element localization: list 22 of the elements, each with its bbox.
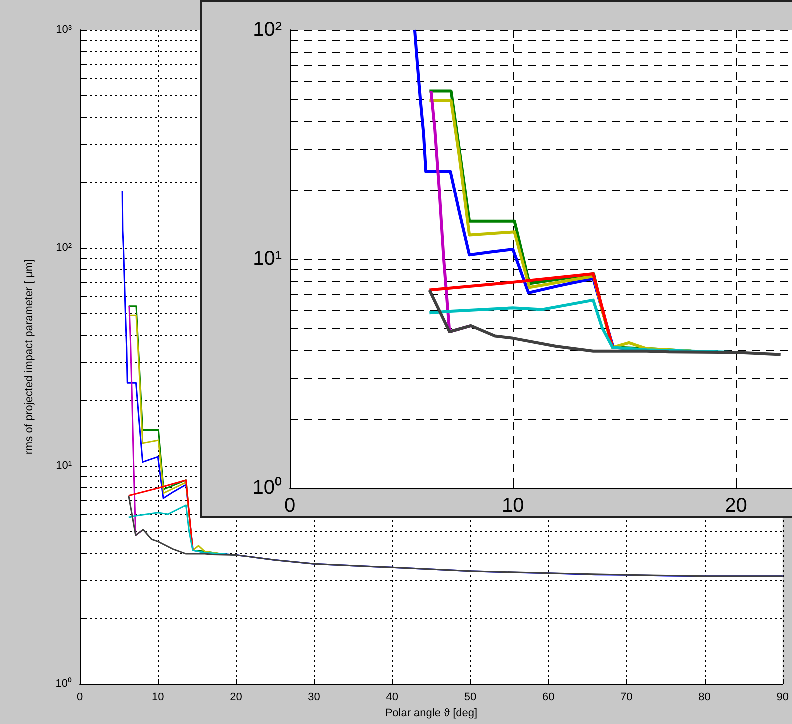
x-tick-label: 70 [620, 692, 633, 704]
x-tick-label: 60 [542, 692, 555, 704]
x-axis-title: Polar angle ϑ [deg] [385, 708, 478, 720]
y-tick-label: 10⁰ [252, 476, 282, 499]
y-tick-label: 10² [253, 19, 282, 41]
y-tick-label: 10³ [56, 24, 72, 36]
x-tick-label: 20 [725, 495, 748, 517]
y-axis-title: rms of projected impact parameter [ μm] [24, 259, 36, 455]
x-tick-label: 0 [284, 495, 296, 517]
y-tick-label: 10¹ [253, 248, 282, 270]
x-tick-label: 10 [152, 692, 164, 704]
x-tick-label: 80 [698, 692, 711, 704]
y-tick-label: 10² [56, 242, 72, 254]
x-tick-label: 30 [308, 692, 320, 704]
x-tick-label: 0 [76, 692, 84, 704]
x-tick-label: 50 [464, 692, 477, 704]
x-tick-label: 40 [386, 692, 399, 704]
y-tick-label: 10¹ [56, 460, 72, 472]
x-tick-label: 90 [776, 692, 790, 704]
x-tick-label: 20 [230, 692, 242, 704]
x-tick-label: 10 [502, 495, 524, 517]
y-tick-label: 10⁰ [56, 677, 72, 690]
